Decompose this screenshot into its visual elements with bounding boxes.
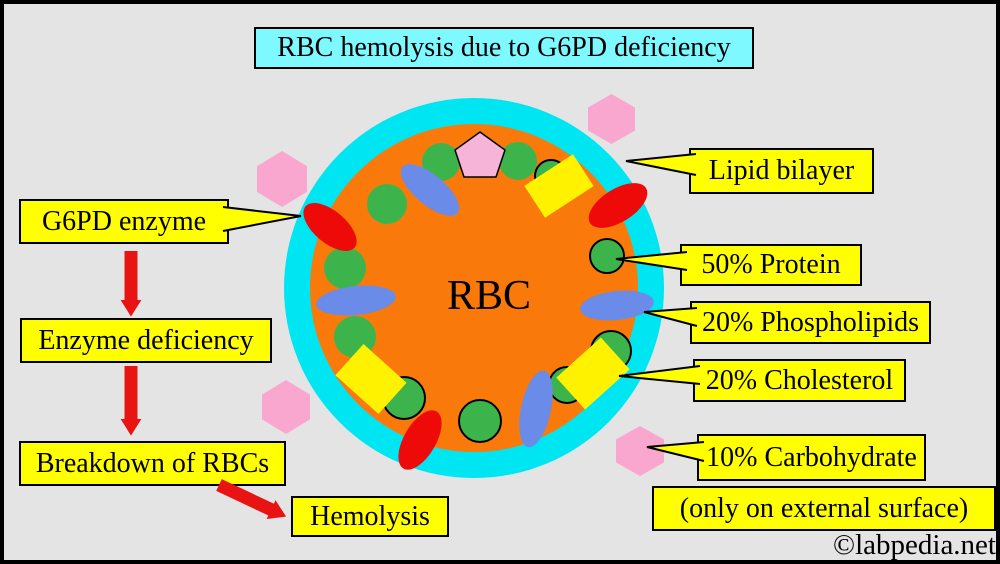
cholesterol-label: 20% Cholesterol: [693, 359, 906, 402]
lipid-bilayer-callout-pointer: [625, 153, 697, 176]
g6pd-callout-pointer: [222, 206, 302, 232]
protein-circle: [324, 247, 366, 289]
carbohydrate-label: 10% Carbohydrate: [697, 434, 926, 481]
carbohydrate-hexagon: [588, 94, 635, 144]
hemolysis-box: Hemolysis: [291, 496, 449, 537]
protein-circle: [458, 399, 502, 443]
lipid-bilayer-label: Lipid bilayer: [689, 148, 874, 194]
carbohydrate-hexagon: [257, 151, 307, 207]
protein-label: 50% Protein: [680, 244, 862, 286]
watermark: ©labpedia.net: [833, 529, 996, 561]
carbohydrate-hexagon: [262, 380, 310, 434]
breakdown-rbcs-box: Breakdown of RBCs: [19, 441, 286, 486]
rbc-label: RBC: [446, 273, 532, 319]
protein-circle: [589, 238, 625, 274]
enzyme-deficiency-box: Enzyme deficiency: [20, 318, 272, 363]
carbohydrate-note-label: (only on external surface): [652, 486, 996, 531]
protein-circle: [499, 142, 537, 180]
glycoprotein-pentagon: [454, 131, 506, 178]
protein-circle: [367, 184, 407, 224]
g6pd-enzyme-box: G6PD enzyme: [19, 199, 229, 244]
diagram-title: RBC hemolysis due to G6PD deficiency: [254, 27, 754, 69]
carbohydrate-hexagon: [616, 426, 664, 476]
phospholipids-label: 20% Phospholipids: [690, 301, 931, 344]
flow-arrow-3: [216, 479, 287, 519]
